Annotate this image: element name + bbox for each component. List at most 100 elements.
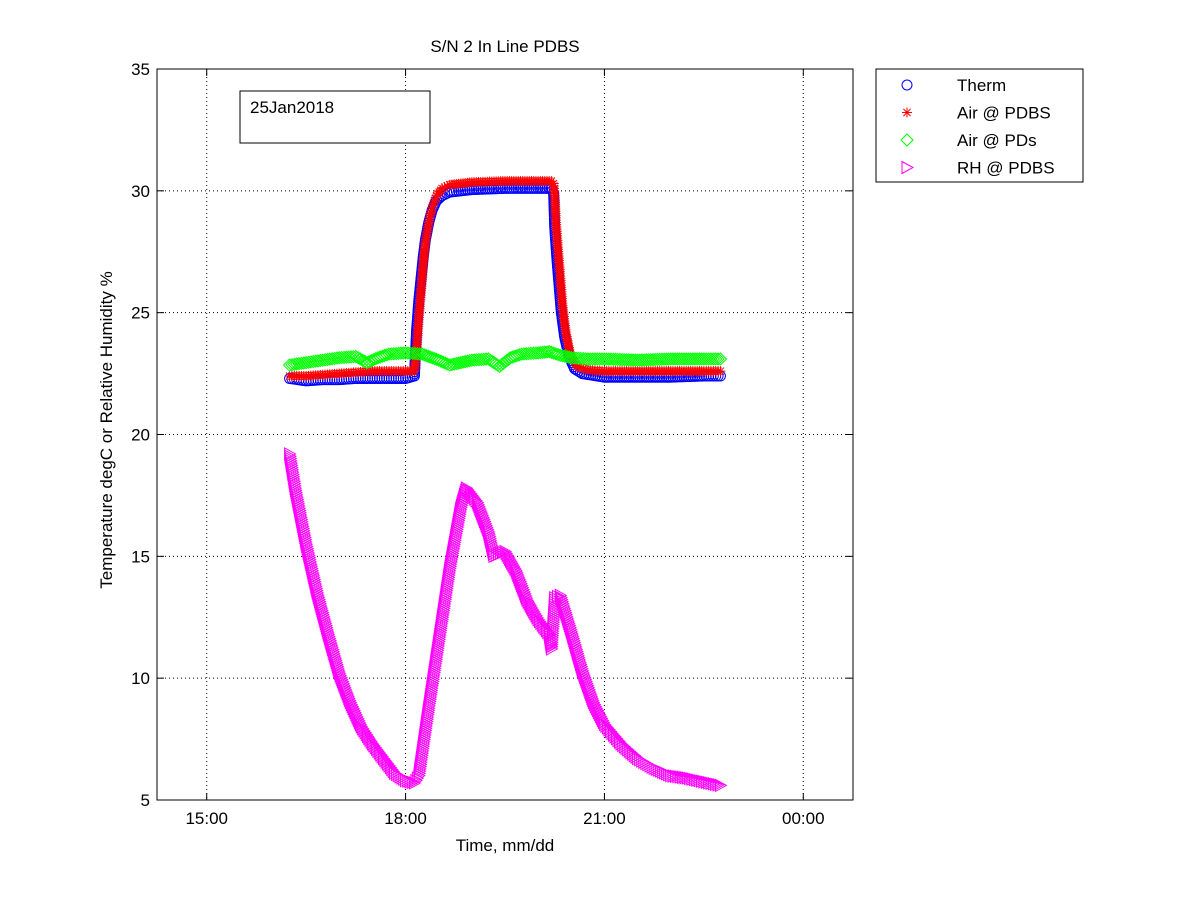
data-point bbox=[517, 582, 531, 597]
data-point bbox=[617, 352, 632, 367]
data-point bbox=[592, 352, 607, 366]
data-point bbox=[425, 210, 436, 221]
data-point bbox=[602, 352, 616, 366]
data-point bbox=[693, 773, 707, 788]
data-point bbox=[500, 546, 514, 561]
data-point bbox=[700, 775, 714, 790]
data-point bbox=[703, 775, 716, 790]
data-point bbox=[439, 182, 450, 193]
data-point bbox=[337, 350, 351, 365]
data-point bbox=[334, 668, 348, 683]
data-point bbox=[595, 711, 609, 726]
data-point bbox=[697, 352, 711, 366]
data-point bbox=[624, 353, 638, 367]
data-point bbox=[516, 578, 529, 593]
x-tick-label: 15:00 bbox=[185, 809, 228, 828]
data-point bbox=[665, 768, 678, 783]
data-point bbox=[360, 727, 374, 742]
data-point bbox=[568, 355, 579, 366]
data-point bbox=[578, 363, 589, 374]
data-point bbox=[544, 345, 559, 360]
data-point bbox=[597, 352, 612, 366]
data-point bbox=[695, 774, 709, 789]
data-point bbox=[561, 612, 575, 626]
data-point bbox=[469, 353, 484, 367]
data-point bbox=[607, 728, 621, 742]
data-point bbox=[558, 601, 572, 616]
data-point bbox=[341, 687, 355, 702]
data-point bbox=[669, 769, 683, 784]
data-point bbox=[590, 352, 605, 366]
data-point bbox=[610, 731, 624, 746]
data-point bbox=[501, 548, 515, 563]
data-point bbox=[359, 725, 373, 740]
data-point bbox=[402, 774, 415, 788]
data-point bbox=[505, 554, 518, 569]
data-point bbox=[666, 352, 680, 366]
y-tick-label: 20 bbox=[131, 426, 150, 445]
data-point bbox=[394, 346, 408, 360]
annotation-text: 25Jan2018 bbox=[250, 98, 334, 117]
y-tick-label: 5 bbox=[141, 791, 150, 810]
data-point bbox=[672, 352, 687, 366]
data-point bbox=[337, 676, 351, 691]
data-point bbox=[581, 352, 595, 366]
x-tick-label: 18:00 bbox=[384, 809, 427, 828]
data-point bbox=[474, 502, 487, 516]
data-point bbox=[575, 659, 589, 674]
data-point bbox=[429, 352, 444, 367]
data-point bbox=[434, 354, 448, 368]
data-point bbox=[690, 352, 704, 366]
x-tick-label: 00:00 bbox=[782, 809, 825, 828]
y-tick-label: 25 bbox=[131, 304, 150, 323]
data-point bbox=[338, 678, 352, 693]
series-layer bbox=[282, 176, 728, 793]
data-point bbox=[705, 776, 719, 791]
data-point bbox=[674, 770, 688, 784]
data-point bbox=[578, 668, 591, 682]
data-point bbox=[704, 352, 718, 366]
legend: Therm Air @ PDBS Air @ PDs RH @ PDBS bbox=[875, 68, 1084, 183]
data-point bbox=[513, 572, 527, 587]
data-point bbox=[358, 723, 371, 738]
data-point bbox=[527, 603, 540, 617]
data-point bbox=[579, 670, 592, 685]
data-point bbox=[610, 352, 625, 367]
data-point bbox=[546, 346, 561, 360]
y-tick-label: 35 bbox=[131, 60, 150, 79]
data-point bbox=[668, 352, 682, 366]
data-point bbox=[425, 207, 436, 218]
legend-label: Therm bbox=[957, 76, 1006, 95]
data-point bbox=[506, 556, 519, 570]
data-point bbox=[396, 346, 410, 360]
data-point bbox=[479, 516, 493, 531]
series-air-pds bbox=[282, 344, 728, 373]
data-point bbox=[542, 344, 556, 359]
data-point bbox=[503, 552, 517, 567]
data-point bbox=[426, 205, 437, 216]
data-point bbox=[436, 355, 450, 369]
data-point bbox=[521, 346, 536, 361]
data-point bbox=[362, 729, 375, 744]
legend-label: Air @ PDs bbox=[957, 131, 1037, 150]
data-point bbox=[443, 358, 457, 372]
data-point bbox=[563, 618, 577, 633]
data-point bbox=[389, 346, 403, 361]
data-point bbox=[360, 355, 374, 370]
data-point bbox=[456, 355, 470, 369]
data-point bbox=[355, 720, 369, 734]
data-point bbox=[712, 778, 726, 792]
data-point bbox=[522, 595, 536, 609]
data-point bbox=[430, 193, 441, 204]
data-point bbox=[706, 352, 721, 366]
data-point bbox=[340, 685, 354, 699]
data-point bbox=[608, 352, 623, 367]
data-point bbox=[336, 672, 349, 687]
data-point bbox=[679, 770, 692, 785]
data-point bbox=[538, 345, 552, 359]
data-point bbox=[708, 352, 723, 366]
data-point bbox=[334, 350, 349, 365]
data-point bbox=[561, 609, 574, 624]
data-point bbox=[473, 500, 487, 514]
